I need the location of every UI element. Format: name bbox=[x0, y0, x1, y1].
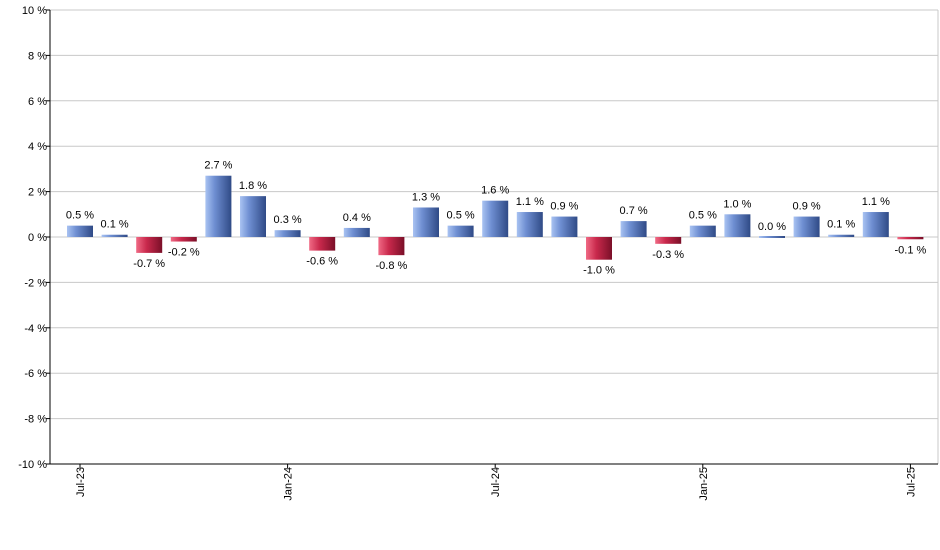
data-label: -0.7 % bbox=[133, 258, 165, 270]
data-label: -1.0 % bbox=[583, 265, 615, 277]
y-tick-labels: 10 % 8 % 6 % 4 % 2 % 0 % -2 % -4 % -6 % -8 % -10 % bbox=[18, 5, 47, 471]
bar bbox=[862, 212, 889, 237]
bar bbox=[67, 225, 93, 237]
data-label: 0.9 % bbox=[550, 201, 578, 213]
data-label: -0.6 % bbox=[306, 256, 338, 268]
y-tick-label: -10 % bbox=[18, 459, 47, 471]
data-label: 1.0 % bbox=[723, 198, 751, 210]
axes bbox=[46, 9, 938, 468]
data-label: 0.1 % bbox=[827, 219, 855, 231]
bar bbox=[309, 237, 336, 251]
x-tick-labels: Jul-23 Jan-24 Jul-24 Jan-25 Jul-25 bbox=[75, 467, 917, 501]
data-label: 0.7 % bbox=[620, 205, 648, 217]
bar bbox=[551, 216, 578, 237]
bar bbox=[620, 221, 647, 237]
data-label: 0.5 % bbox=[689, 210, 717, 222]
bar bbox=[101, 234, 128, 237]
data-label: 0.0 % bbox=[758, 221, 786, 233]
y-tick-label: 4 % bbox=[28, 141, 47, 153]
bar bbox=[343, 227, 370, 237]
data-labels: 0.5 % 0.1 % -0.7 %-0.2 % 2.7 % 1.8 % 0.3 % -0.… bbox=[66, 160, 927, 277]
data-label: 0.5 % bbox=[447, 210, 475, 222]
data-label: 0.5 % bbox=[66, 210, 94, 222]
data-label: 0.9 % bbox=[793, 201, 821, 213]
data-label: 0.4 % bbox=[343, 212, 371, 224]
data-label: -0.1 % bbox=[895, 244, 927, 256]
x-tick-label: Jul-23 bbox=[75, 467, 87, 497]
bar bbox=[274, 230, 301, 237]
bar bbox=[378, 237, 405, 256]
bar bbox=[724, 214, 751, 237]
data-label: 2.7 % bbox=[204, 160, 232, 172]
data-label: -0.2 % bbox=[168, 247, 200, 259]
data-label: 1.6 % bbox=[481, 185, 509, 197]
y-tick-label: 8 % bbox=[28, 50, 47, 62]
data-label: -0.8 % bbox=[376, 260, 408, 272]
y-tick-label: -8 % bbox=[24, 414, 47, 426]
bar bbox=[413, 207, 439, 237]
data-label: 1.1 % bbox=[516, 196, 544, 208]
data-label: 1.1 % bbox=[862, 196, 890, 208]
bar bbox=[516, 212, 543, 237]
y-tick-label: -6 % bbox=[24, 368, 47, 380]
x-tick-label: Jul-24 bbox=[490, 467, 502, 497]
bar bbox=[170, 237, 197, 242]
y-tick-label: 2 % bbox=[28, 187, 47, 199]
y-tick-label: 6 % bbox=[28, 96, 47, 108]
bar bbox=[447, 225, 474, 237]
bar bbox=[205, 175, 232, 237]
data-label: 0.3 % bbox=[274, 214, 302, 226]
x-tick-label: Jul-25 bbox=[905, 467, 917, 497]
y-tick-label: 10 % bbox=[22, 5, 47, 17]
y-tick-label: -2 % bbox=[24, 277, 47, 289]
bar bbox=[759, 236, 785, 238]
data-label: 1.8 % bbox=[239, 180, 267, 192]
bar bbox=[586, 237, 612, 260]
bars bbox=[67, 175, 924, 260]
bar bbox=[689, 225, 716, 237]
data-label: -0.3 % bbox=[652, 249, 684, 261]
bar bbox=[482, 200, 509, 237]
bar bbox=[828, 234, 855, 237]
bar bbox=[897, 237, 924, 240]
y-tick-label: 0 % bbox=[28, 232, 47, 244]
data-label: 0.1 % bbox=[101, 219, 129, 231]
bar bbox=[136, 237, 163, 253]
data-label: 1.3 % bbox=[412, 191, 440, 203]
x-tick-label: Jan-24 bbox=[283, 467, 295, 501]
y-tick-label: -4 % bbox=[24, 323, 47, 335]
x-tick-label: Jan-25 bbox=[698, 467, 710, 501]
bar bbox=[655, 237, 682, 244]
bar bbox=[240, 196, 266, 237]
bar bbox=[793, 216, 820, 237]
